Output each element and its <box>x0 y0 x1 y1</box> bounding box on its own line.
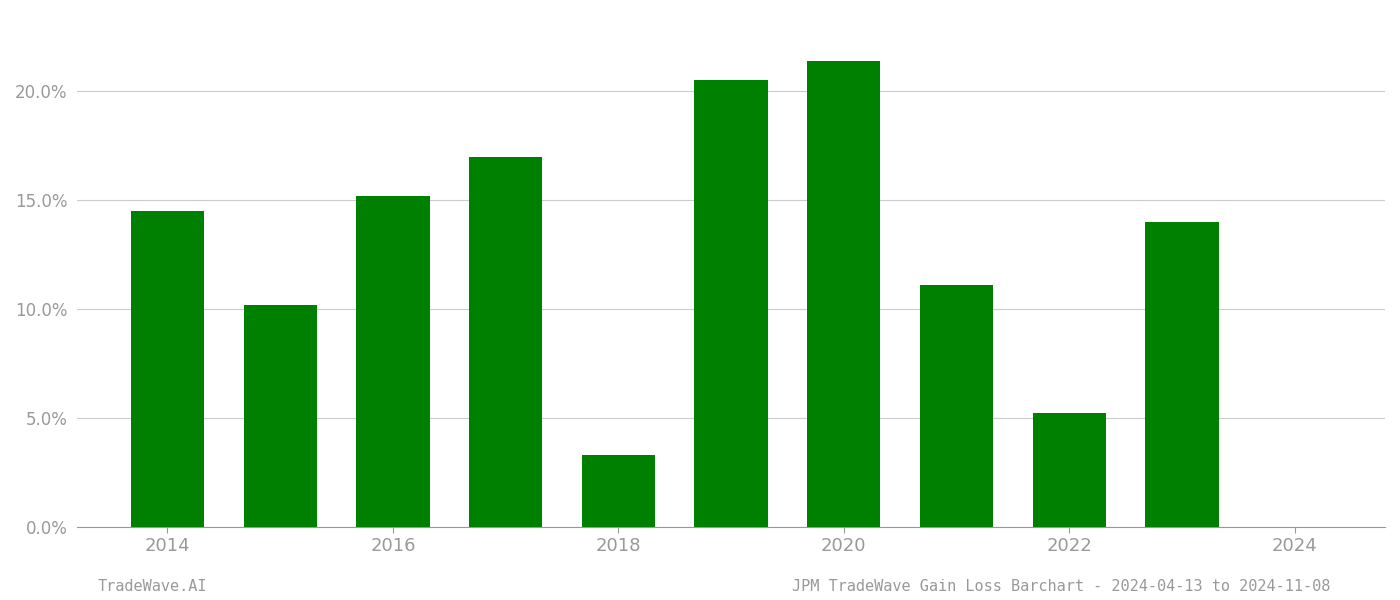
Bar <box>1033 413 1106 527</box>
Bar <box>469 157 542 527</box>
Text: TradeWave.AI: TradeWave.AI <box>98 579 207 594</box>
Bar <box>130 211 204 527</box>
Bar <box>808 61 881 527</box>
Bar <box>1145 222 1219 527</box>
Bar <box>920 285 993 527</box>
Bar <box>582 455 655 527</box>
Text: JPM TradeWave Gain Loss Barchart - 2024-04-13 to 2024-11-08: JPM TradeWave Gain Loss Barchart - 2024-… <box>791 579 1330 594</box>
Bar <box>694 80 767 527</box>
Bar <box>356 196 430 527</box>
Bar <box>244 305 316 527</box>
